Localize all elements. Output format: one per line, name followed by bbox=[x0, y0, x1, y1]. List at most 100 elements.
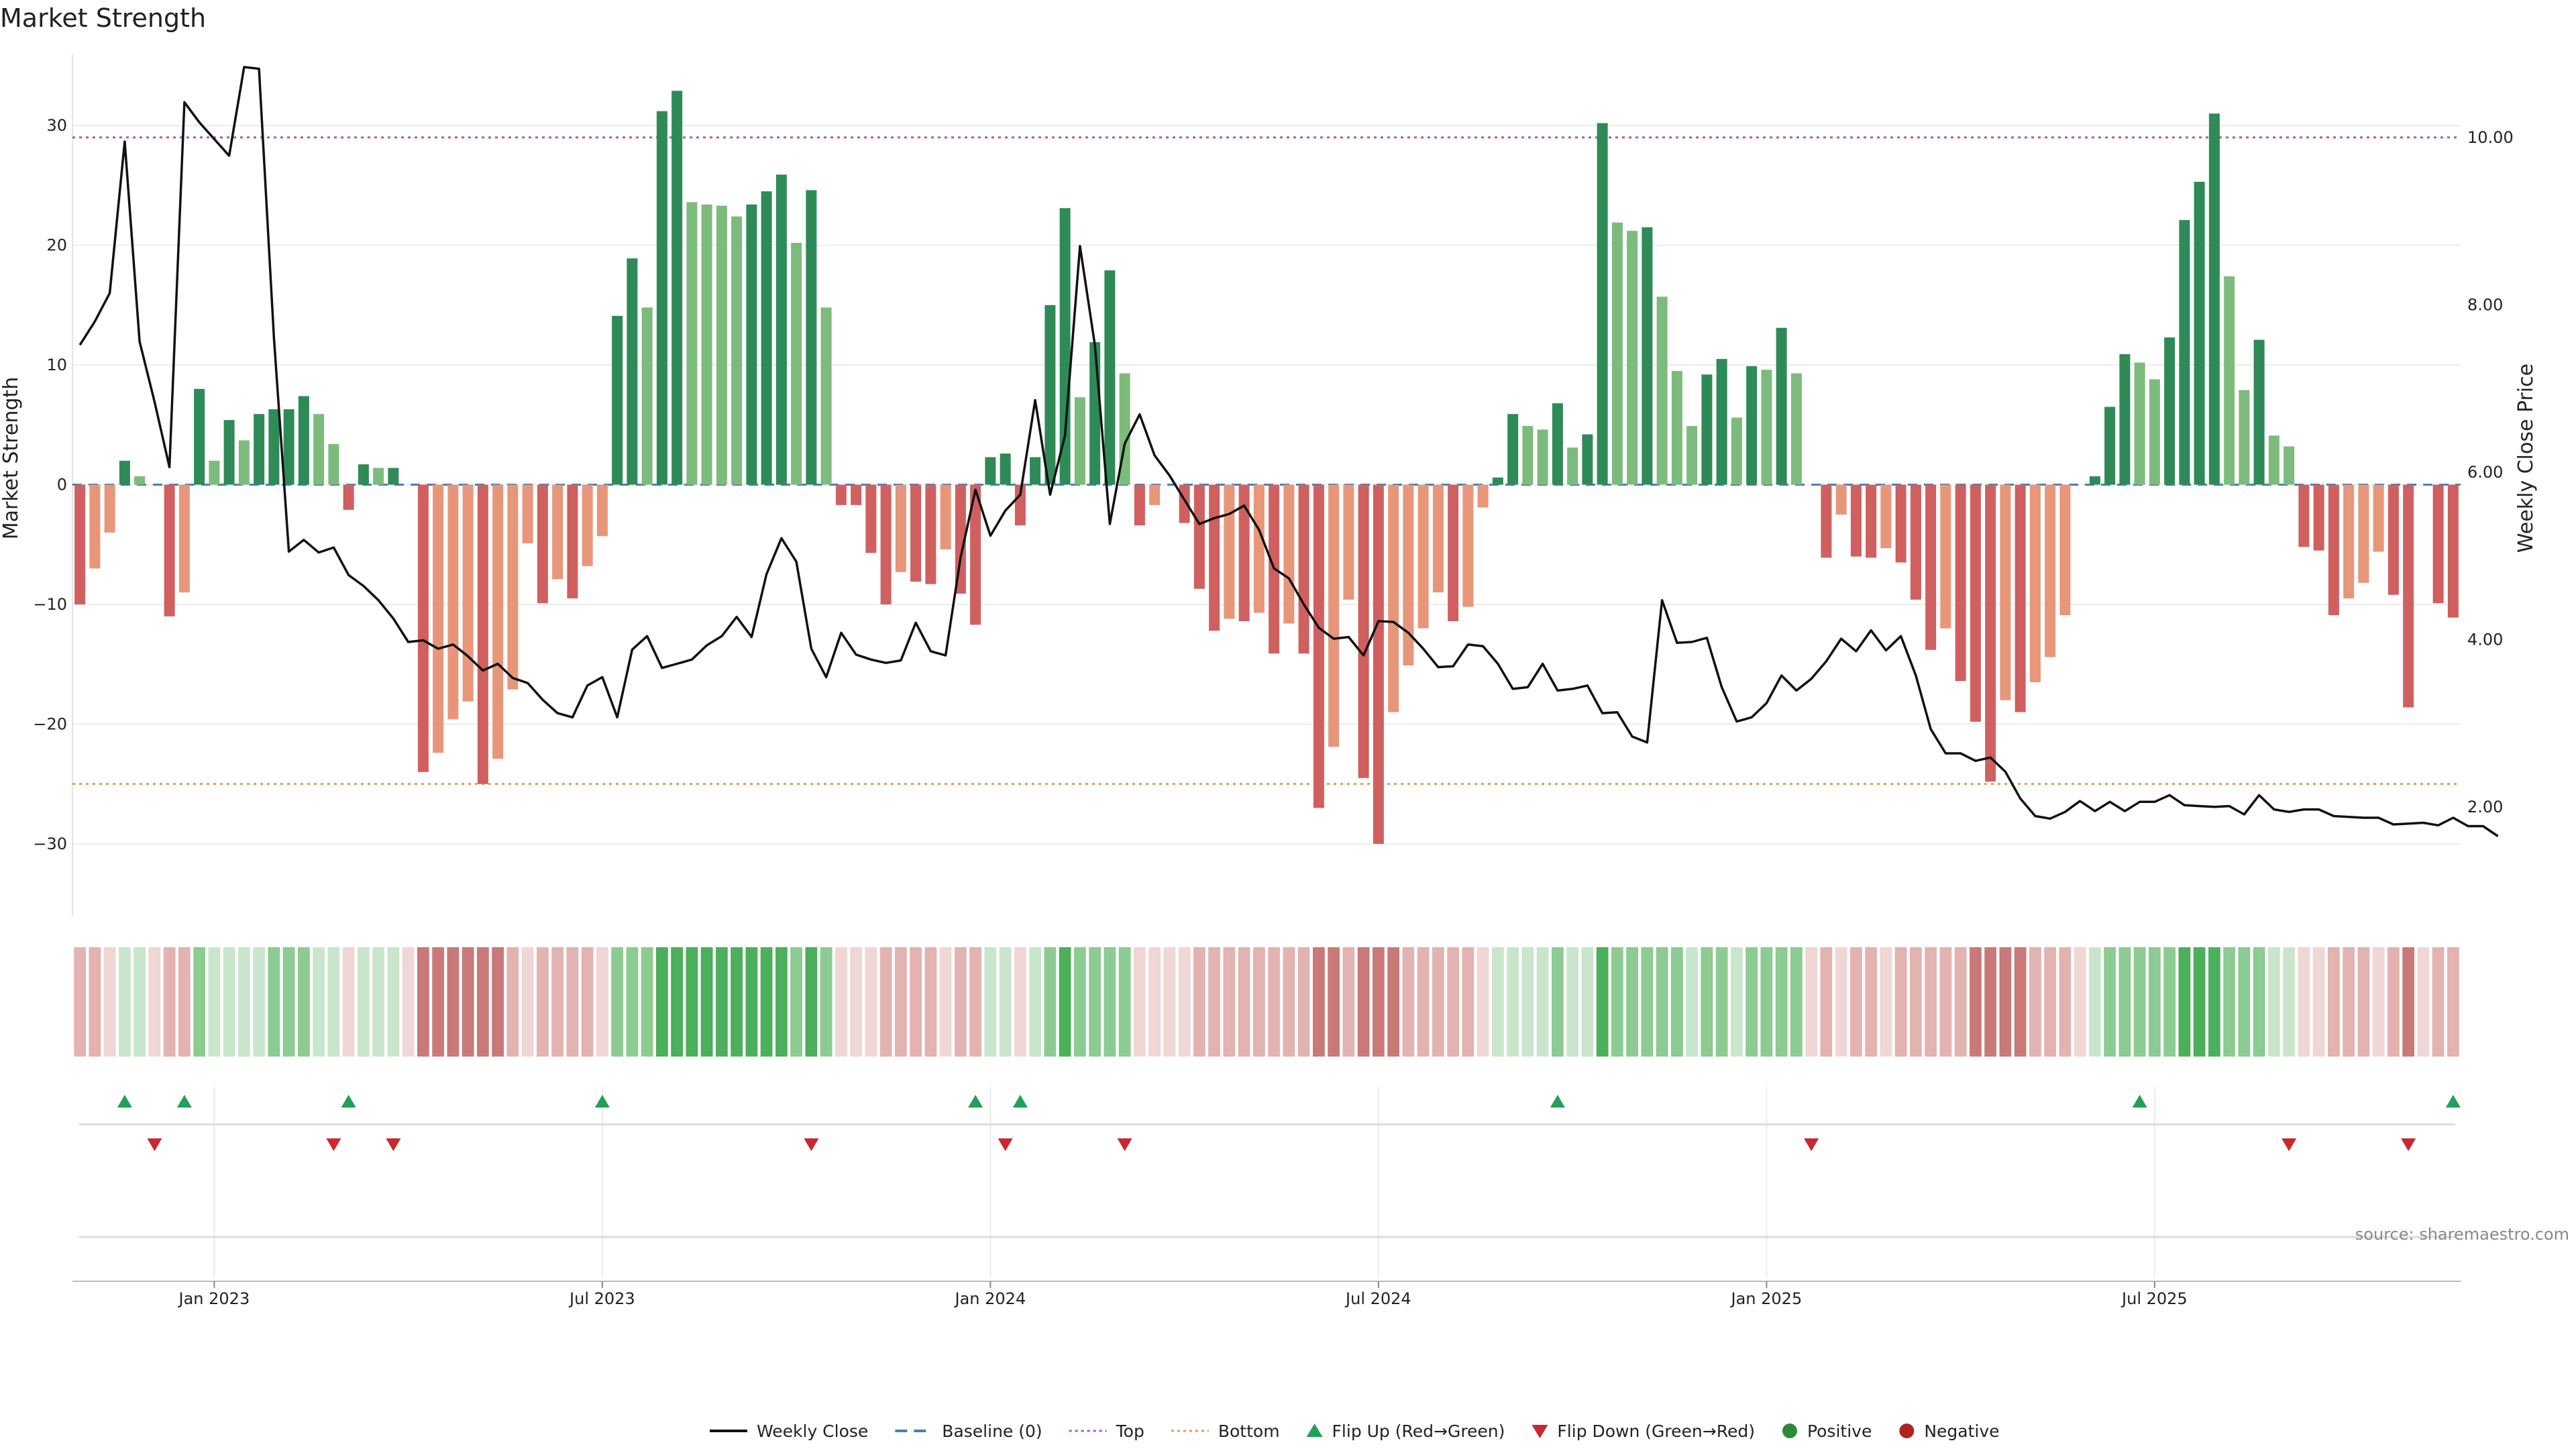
heat-cell bbox=[1208, 947, 1221, 1057]
strength-bar bbox=[2000, 484, 2011, 700]
strength-bar bbox=[313, 414, 325, 485]
heat-cell bbox=[626, 947, 639, 1057]
left-y-tick-label: −30 bbox=[33, 835, 67, 853]
legend-label: Positive bbox=[1807, 1421, 1872, 1441]
left-y-tick-label: 30 bbox=[46, 116, 67, 135]
strength-bar bbox=[2164, 337, 2176, 485]
heat-cell bbox=[2133, 947, 2146, 1057]
strength-bar bbox=[955, 484, 966, 594]
flip-up-marker bbox=[117, 1095, 132, 1108]
strength-bar bbox=[1328, 484, 1340, 747]
strength-bar bbox=[2149, 379, 2160, 485]
heat-cell bbox=[1746, 947, 1758, 1057]
strength-bar bbox=[2298, 484, 2310, 547]
strength-bar bbox=[835, 484, 847, 505]
strength-bar bbox=[612, 315, 623, 485]
heat-cell bbox=[1283, 947, 1295, 1057]
heat-cell bbox=[2074, 947, 2086, 1057]
heat-cell bbox=[372, 947, 385, 1057]
strength-bar bbox=[194, 388, 205, 485]
strength-bar bbox=[2194, 181, 2205, 485]
flip-up-marker bbox=[968, 1095, 983, 1108]
heat-cell bbox=[2357, 947, 2370, 1057]
strength-bar bbox=[1417, 484, 1429, 629]
legend-label: Negative bbox=[1924, 1421, 1999, 1441]
heat-cell bbox=[297, 947, 310, 1057]
heat-cell bbox=[2029, 947, 2041, 1057]
strength-bar bbox=[925, 484, 936, 584]
heat-cell bbox=[1999, 947, 2012, 1057]
heat-cell bbox=[2253, 947, 2265, 1057]
heat-cell bbox=[1984, 947, 1997, 1057]
legend-label: Bottom bbox=[1218, 1421, 1280, 1441]
heat-cell bbox=[999, 947, 1012, 1057]
heat-cell bbox=[939, 947, 952, 1057]
right-y-tick-label: 4.00 bbox=[2467, 630, 2503, 649]
heat-cell bbox=[1447, 947, 1460, 1057]
heat-cell bbox=[805, 947, 818, 1057]
heat-cell bbox=[2088, 947, 2101, 1057]
heat-cell bbox=[1865, 947, 1878, 1057]
strength-bar bbox=[1776, 327, 1787, 485]
flip-down-marker bbox=[386, 1138, 401, 1151]
left-y-tick-label: 10 bbox=[46, 356, 67, 374]
heat-cell bbox=[521, 947, 534, 1057]
legend-item: Top bbox=[1069, 1421, 1144, 1441]
heat-cell bbox=[476, 947, 489, 1057]
strength-bar bbox=[1821, 484, 1832, 558]
strength-bar bbox=[2373, 484, 2384, 552]
strength-bar bbox=[1059, 208, 1071, 485]
heat-cell bbox=[1432, 947, 1444, 1057]
heat-cell bbox=[910, 947, 922, 1057]
heat-cell bbox=[2417, 947, 2430, 1057]
strength-bar bbox=[417, 484, 429, 772]
strength-bar bbox=[746, 204, 757, 485]
strength-bar bbox=[209, 460, 220, 485]
strength-bar bbox=[343, 484, 354, 510]
strength-bar bbox=[2253, 339, 2265, 485]
strength-bar bbox=[223, 420, 235, 485]
heat-cell bbox=[178, 947, 191, 1057]
heat-cell bbox=[1044, 947, 1057, 1057]
heat-cell bbox=[1073, 947, 1086, 1057]
heat-cell bbox=[1089, 947, 1102, 1057]
x-axis: Jan 2023 Jul 2023 Jan 2024 Jul 2024 Jan 2025… bbox=[178, 1281, 2188, 1308]
strength-bar bbox=[1238, 484, 1250, 621]
legend-swatch bbox=[1306, 1424, 1323, 1437]
legend-label: Flip Down (Green→Red) bbox=[1557, 1421, 1755, 1441]
strength-bar bbox=[134, 476, 146, 485]
heat-cell bbox=[1163, 947, 1176, 1057]
heat-cell bbox=[1715, 947, 1728, 1057]
heat-cell bbox=[1491, 947, 1504, 1057]
heat-cell bbox=[775, 947, 788, 1057]
heat-cell bbox=[551, 947, 564, 1057]
strength-bar bbox=[89, 484, 101, 569]
legend-label: Baseline (0) bbox=[942, 1421, 1042, 1441]
strength-bar bbox=[1492, 477, 1503, 485]
strength-bar bbox=[2015, 484, 2026, 712]
strength-bars bbox=[74, 91, 2459, 844]
heat-cell bbox=[2163, 947, 2176, 1057]
heat-cell bbox=[193, 947, 206, 1057]
strength-bar bbox=[522, 484, 533, 543]
flip-down-marker bbox=[2401, 1138, 2416, 1151]
heat-cell bbox=[1925, 947, 1937, 1057]
flip-markers-panel bbox=[79, 1095, 2461, 1238]
strength-bar bbox=[1373, 484, 1384, 844]
strength-bar bbox=[2284, 446, 2295, 485]
heat-cell bbox=[1029, 947, 1042, 1057]
heat-cell bbox=[1566, 947, 1579, 1057]
strength-bar bbox=[1731, 417, 1742, 485]
heat-cell bbox=[1328, 947, 1340, 1057]
heat-cell bbox=[1477, 947, 1489, 1057]
strength-bar bbox=[2059, 484, 2071, 616]
strength-bar bbox=[716, 205, 727, 485]
heat-cell bbox=[1507, 947, 1519, 1057]
heat-cell bbox=[1148, 947, 1161, 1057]
strength-bar bbox=[1358, 484, 1369, 778]
strength-bar bbox=[791, 242, 802, 485]
heat-cell bbox=[1223, 947, 1236, 1057]
strength-bar bbox=[596, 484, 608, 537]
heat-cell bbox=[1775, 947, 1788, 1057]
heat-cell bbox=[1014, 947, 1026, 1057]
